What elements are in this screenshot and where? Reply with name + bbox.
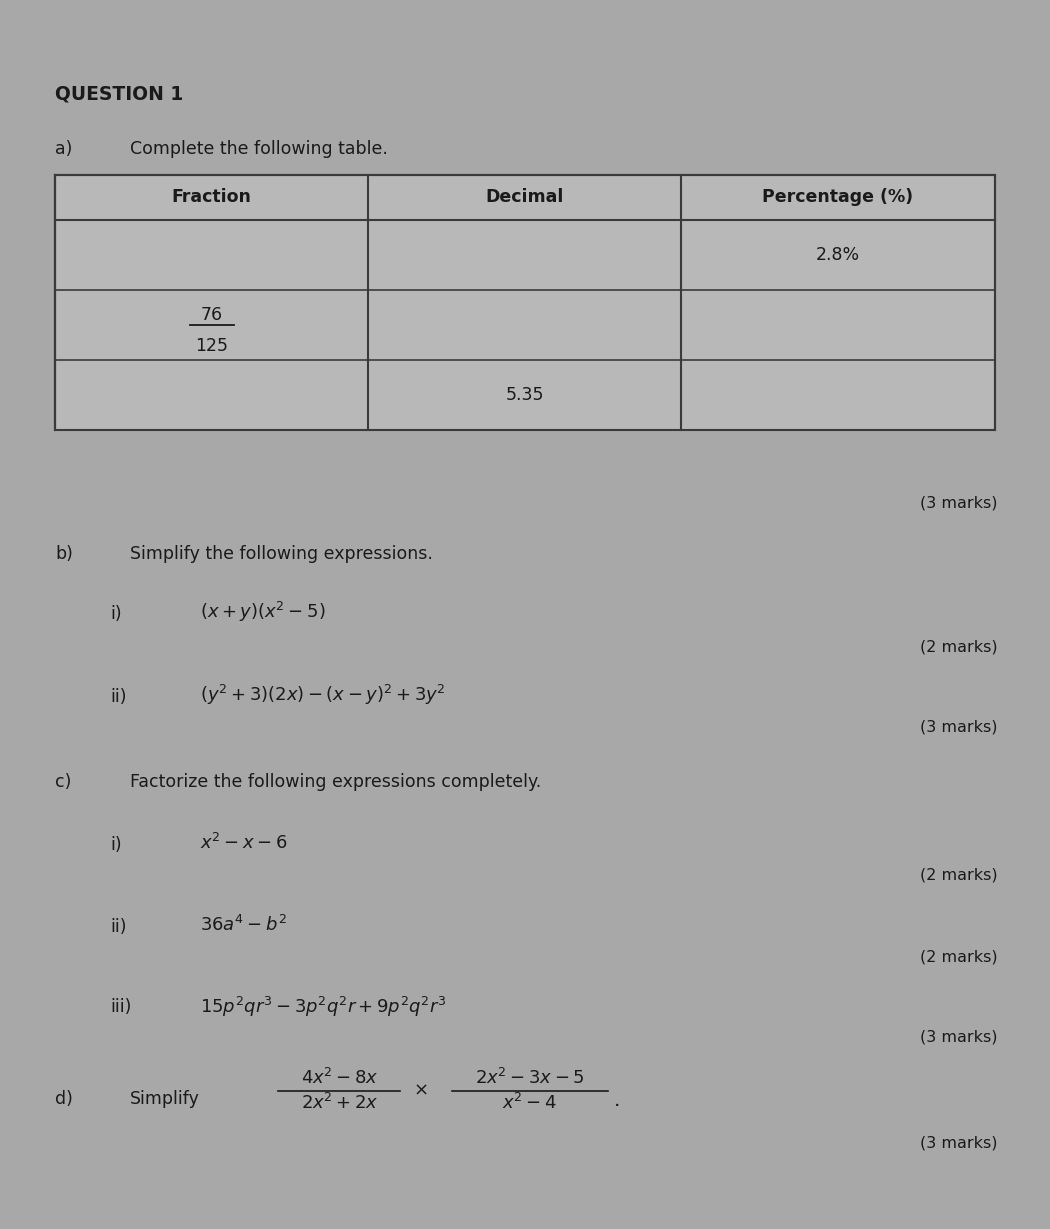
- Text: 2.8%: 2.8%: [816, 246, 860, 264]
- Text: $\times$: $\times$: [413, 1082, 427, 1099]
- Text: $(x+y)(x^2-5)$: $(x+y)(x^2-5)$: [200, 600, 326, 624]
- Text: (3 marks): (3 marks): [920, 1136, 997, 1150]
- Text: Simplify the following expressions.: Simplify the following expressions.: [130, 544, 433, 563]
- Text: $(y^2+3)(2x)-(x-y)^2+3y^2$: $(y^2+3)(2x)-(x-y)^2+3y^2$: [200, 683, 446, 707]
- Text: (2 marks): (2 marks): [920, 640, 997, 655]
- Text: $15p^2qr^3-3p^2q^2r+9p^2q^2r^3$: $15p^2qr^3-3p^2q^2r+9p^2q^2r^3$: [200, 995, 447, 1019]
- Text: Factorize the following expressions completely.: Factorize the following expressions comp…: [130, 773, 541, 791]
- Text: .: .: [614, 1090, 621, 1110]
- Bar: [55, 175, 995, 430]
- Text: (3 marks): (3 marks): [920, 720, 997, 735]
- Text: $36a^4-b^2$: $36a^4-b^2$: [200, 916, 287, 935]
- Text: ii): ii): [110, 918, 126, 936]
- Text: a): a): [55, 140, 72, 159]
- Text: QUESTION 1: QUESTION 1: [55, 85, 184, 104]
- Text: ii): ii): [110, 688, 126, 705]
- Text: Complete the following table.: Complete the following table.: [130, 140, 387, 159]
- Text: i): i): [110, 605, 122, 623]
- Text: Decimal: Decimal: [485, 188, 564, 206]
- Text: 5.35: 5.35: [505, 386, 544, 404]
- Text: 76: 76: [201, 306, 223, 324]
- Text: (3 marks): (3 marks): [920, 1030, 997, 1045]
- Text: $x^2-4$: $x^2-4$: [503, 1093, 558, 1113]
- Text: (2 marks): (2 marks): [920, 868, 997, 882]
- Text: Simplify: Simplify: [130, 1090, 200, 1109]
- Text: b): b): [55, 544, 72, 563]
- Text: $2x^2-3x-5$: $2x^2-3x-5$: [476, 1068, 585, 1088]
- Text: (2 marks): (2 marks): [920, 950, 997, 965]
- Text: 125: 125: [195, 337, 228, 355]
- Text: $2x^2+2x$: $2x^2+2x$: [301, 1093, 379, 1113]
- Text: Percentage (%): Percentage (%): [762, 188, 914, 206]
- Text: d): d): [55, 1090, 72, 1109]
- Text: c): c): [55, 773, 71, 791]
- Text: $4x^2-8x$: $4x^2-8x$: [301, 1068, 379, 1088]
- Text: i): i): [110, 836, 122, 854]
- Text: Fraction: Fraction: [171, 188, 251, 206]
- Text: iii): iii): [110, 998, 131, 1016]
- Text: $x^2-x-6$: $x^2-x-6$: [200, 833, 288, 853]
- Text: (3 marks): (3 marks): [920, 495, 997, 510]
